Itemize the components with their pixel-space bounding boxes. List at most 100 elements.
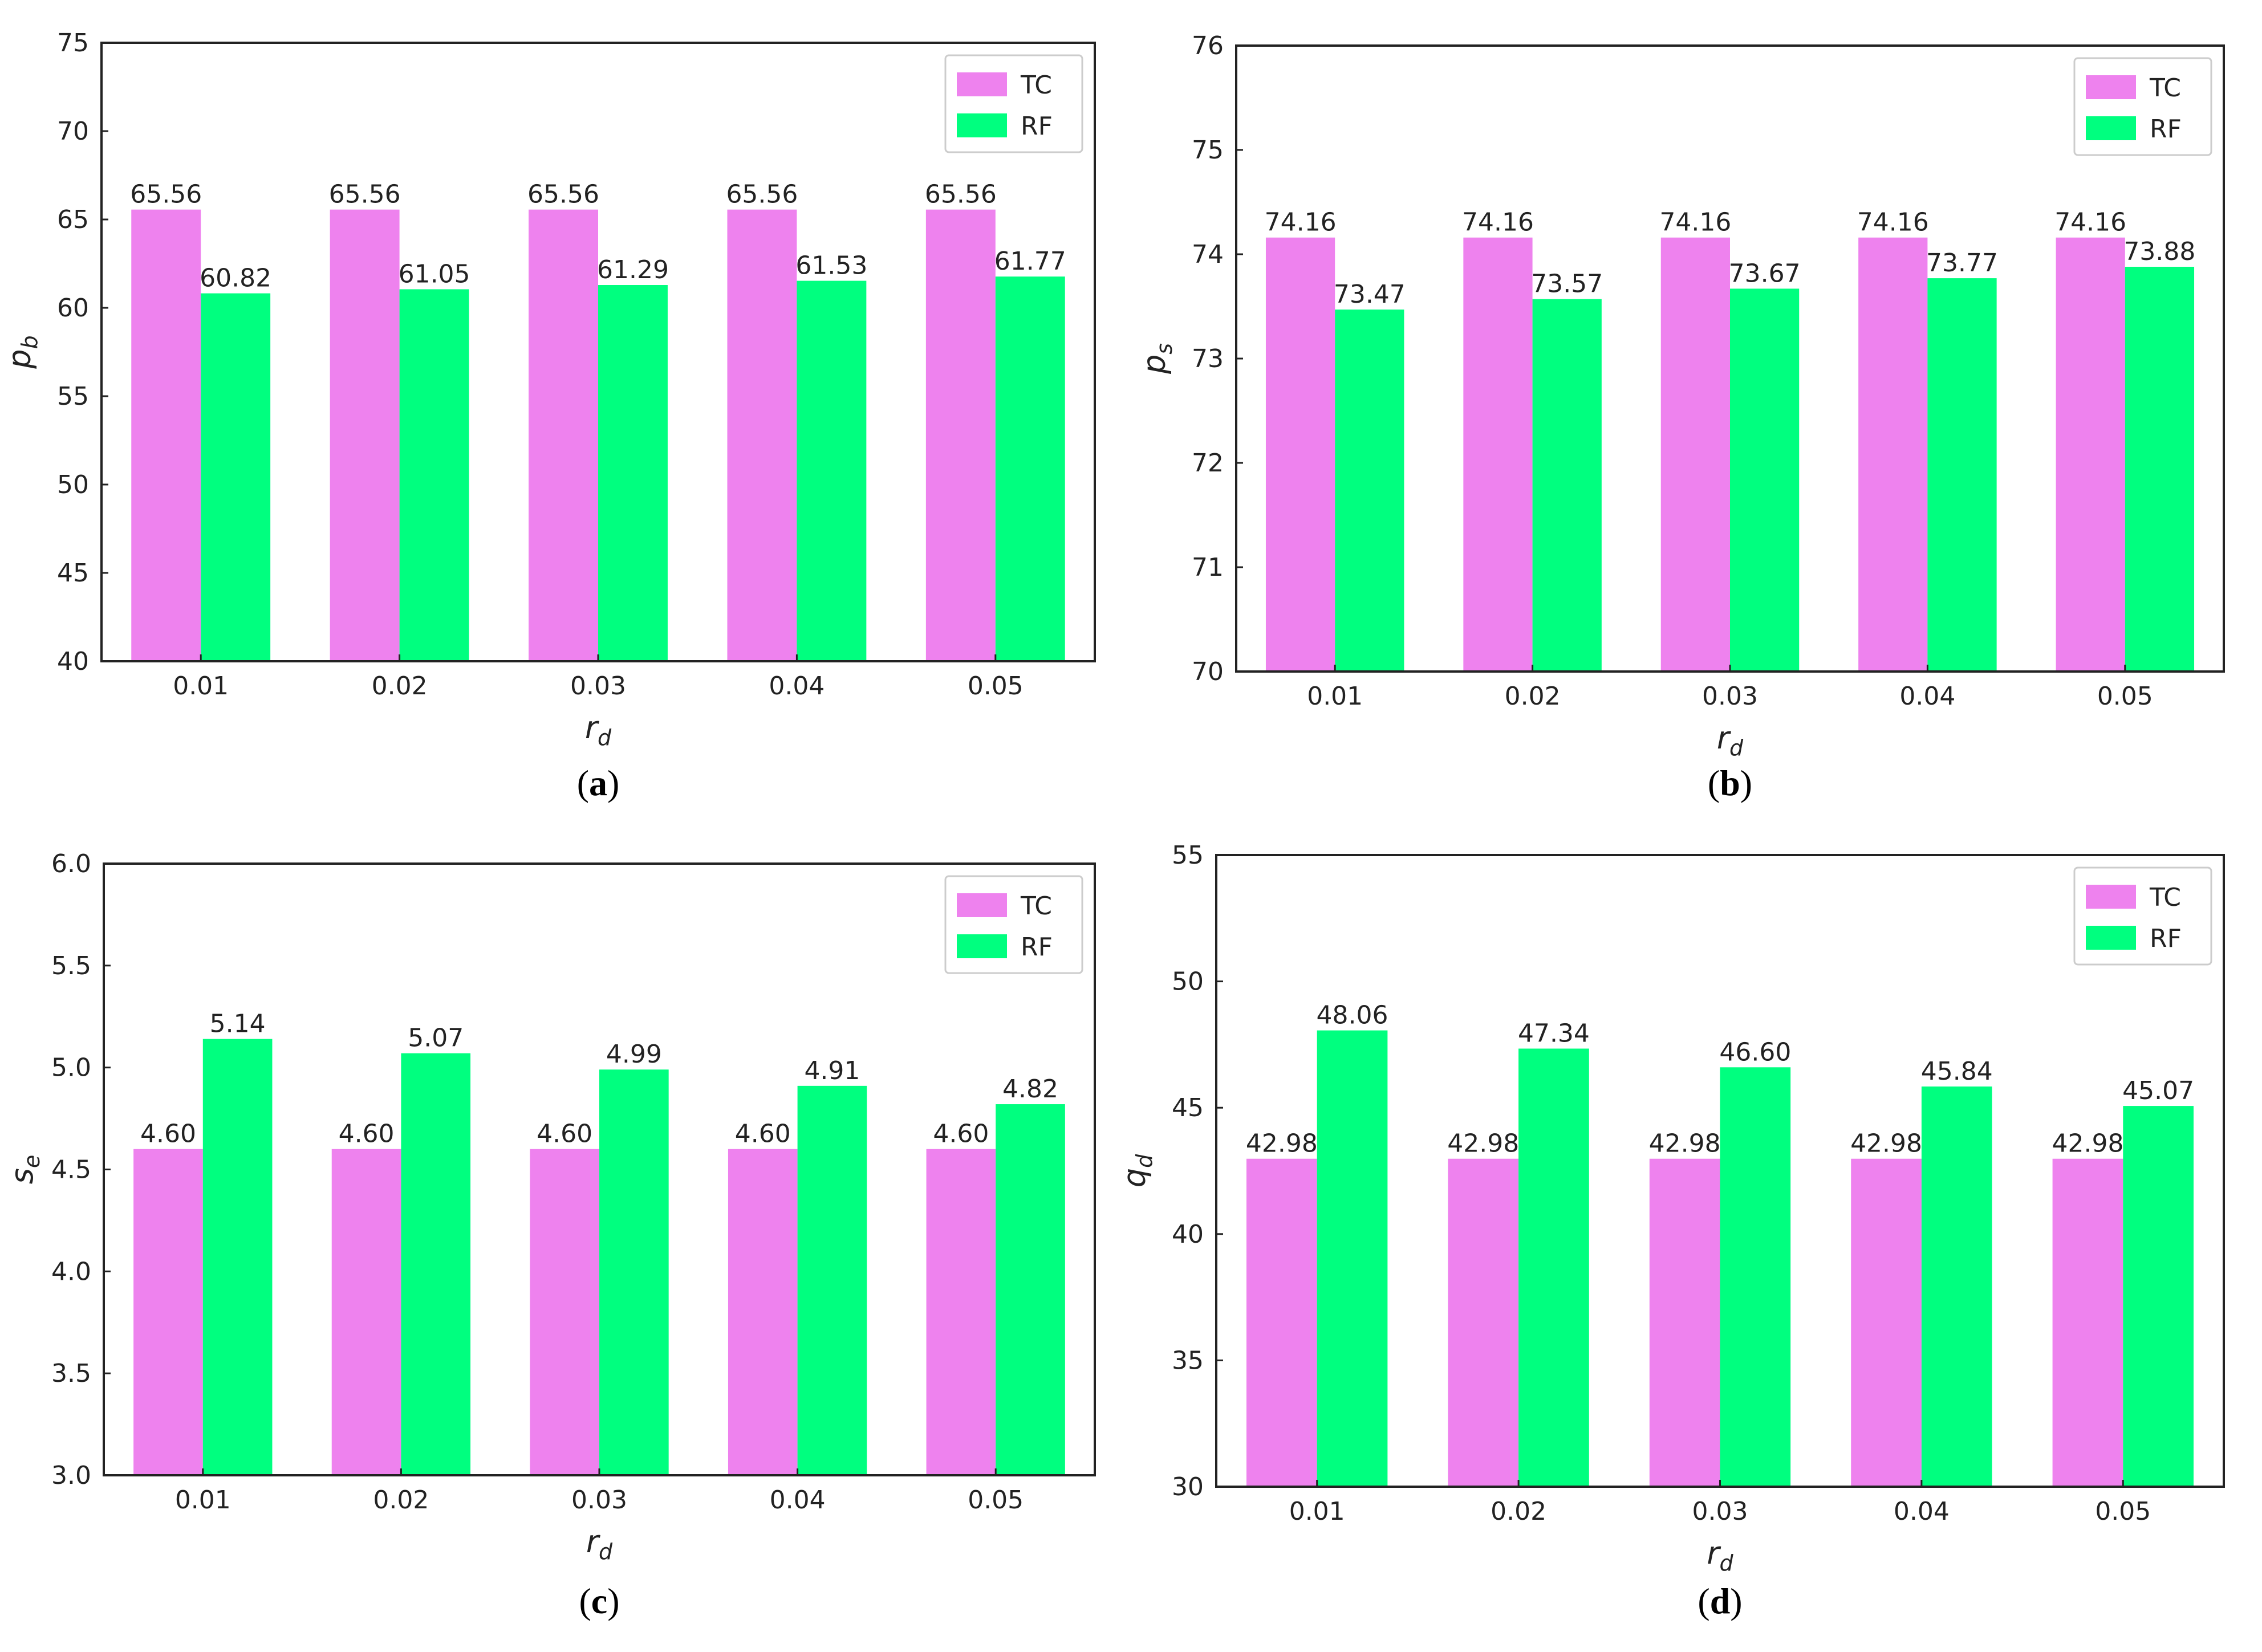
y-axis-label-base: p [1136,355,1172,375]
value-label-rf: 60.82 [200,264,271,293]
x-tick-label: 0.03 [1692,1497,1748,1526]
legend-label-rf: RF [2150,115,2182,144]
bar-rf-0.02 [399,289,469,661]
value-label-rf: 73.88 [2123,237,2195,266]
y-axis-label-sub: d [1132,1154,1157,1168]
bar-rf-0.02 [1518,1048,1589,1487]
bar-rf-0.05 [996,1104,1065,1475]
legend-label-rf: RF [1021,112,1053,141]
value-label-tc: 4.60 [339,1120,395,1149]
bar-tc-0.01 [131,209,201,661]
y-tick-label: 4.0 [51,1257,91,1286]
y-tick-label: 73 [1192,344,1224,373]
legend-swatch-tc [2086,75,2136,99]
bar-tc-0.02 [331,1149,401,1475]
bar-tc-0.05 [925,209,996,661]
y-axis-label-base: s [4,1168,40,1184]
x-tick-label: 0.04 [1894,1497,1950,1526]
y-axis-label-base: p [2,349,38,369]
x-axis-label: rd [585,710,612,750]
x-tick-label: 0.02 [372,672,428,701]
panel-label-close: ) [1740,763,1752,803]
legend-swatch-rf [2086,116,2136,140]
y-tick-label: 55 [1172,841,1204,870]
panel-label-letter: b [1720,763,1740,803]
plot-frame [1215,854,2225,1488]
value-label-tc: 65.56 [329,180,401,209]
value-label-rf: 4.91 [804,1056,860,1085]
panel-label: (b) [1708,763,1752,803]
bar-tc-0.04 [1858,237,1928,672]
x-tick-label: 0.01 [1289,1497,1345,1526]
bar-tc-0.03 [530,1149,599,1475]
y-tick-label: 45 [57,559,89,588]
bar-rf-0.05 [995,276,1065,661]
value-label-tc: 65.56 [527,180,599,209]
x-tick-label: 0.03 [1702,682,1758,711]
y-tick-label: 55 [57,382,89,411]
x-tick-label: 0.04 [769,672,825,701]
x-tick-label: 0.01 [173,672,229,701]
panel-d: 30 35 40 45 50 55 42.98 48.06 0.01 42.98 47.34 0.02… [1116,841,2225,1621]
y-tick-label: 50 [57,470,89,499]
value-label-rf: 4.82 [1002,1075,1058,1104]
x-tick-label: 0.05 [968,672,1024,701]
bar-rf-0.03 [598,285,668,661]
panel-label-close: ) [607,763,619,803]
value-label-rf: 73.77 [1926,249,1998,278]
bar-rf-0.01 [1317,1030,1388,1487]
x-tick-label: 0.01 [175,1486,231,1515]
y-axis-label-base: q [1116,1168,1152,1187]
value-label-rf: 5.14 [210,1010,266,1039]
y-tick-label: 35 [1172,1346,1204,1375]
y-tick-label: 50 [1172,967,1204,996]
x-axis-label-sub: d [1720,1551,1734,1576]
panel-label-letter: d [1710,1581,1731,1621]
panel-a: 40 45 50 55 60 65 70 75 65.56 60.82 0.01 65.56 61.05… [2,29,1096,803]
value-label-tc: 42.98 [1246,1129,1318,1158]
bar-tc-0.04 [727,209,797,661]
bar-tc-0.04 [728,1149,798,1475]
value-label-tc: 42.98 [1850,1129,1922,1158]
y-tick-label: 72 [1192,449,1224,478]
value-label-tc: 4.60 [735,1120,791,1149]
y-tick-label: 60 [57,294,89,323]
bar-tc-0.01 [1265,237,1335,672]
value-label-rf: 61.53 [795,251,867,280]
bar-tc-0.02 [1448,1158,1519,1487]
panel-c: 3.0 3.5 4.0 4.5 5.0 5.5 6.0 4.60 5.14 0.01 4.60 5.0… [4,849,1096,1621]
bar-rf-0.04 [1921,1086,1992,1487]
value-label-tc: 74.16 [1462,208,1534,237]
y-tick-label: 70 [1192,657,1224,686]
value-label-rf: 73.47 [1334,280,1406,309]
bar-rf-0.01 [201,293,271,661]
legend-swatch-tc [957,893,1007,917]
y-tick-label: 70 [57,117,89,146]
legend-swatch-tc [2086,885,2136,909]
value-label-rf: 61.77 [994,247,1066,276]
legend-label-rf: RF [2150,924,2182,953]
value-label-tc: 42.98 [1447,1129,1519,1158]
legend-swatch-rf [957,113,1007,137]
panel-label-open: ( [1708,763,1720,803]
x-axis-label: rd [586,1524,613,1564]
y-tick-label: 40 [1172,1220,1204,1249]
panel-label-open: ( [1697,1581,1709,1621]
legend: TC RF [944,54,1083,153]
x-tick-label: 0.02 [373,1486,429,1515]
y-axis-label-sub: s [1152,343,1177,355]
x-tick-label: 0.05 [968,1486,1024,1515]
x-axis-label-base: r [585,710,599,746]
value-label-tc: 42.98 [1649,1129,1721,1158]
panel-label-close: ) [1730,1581,1742,1621]
y-tick-label: 5.5 [51,951,91,980]
bar-tc-0.02 [330,209,400,661]
legend: TC RF [2073,866,2212,966]
x-tick-label: 0.05 [2097,682,2153,711]
x-tick-label: 0.04 [770,1486,826,1515]
bar-rf-0.01 [202,1039,273,1475]
value-label-rf: 4.99 [606,1040,662,1069]
bar-rf-0.05 [2123,1106,2194,1487]
bar-rf-0.03 [1720,1067,1791,1487]
